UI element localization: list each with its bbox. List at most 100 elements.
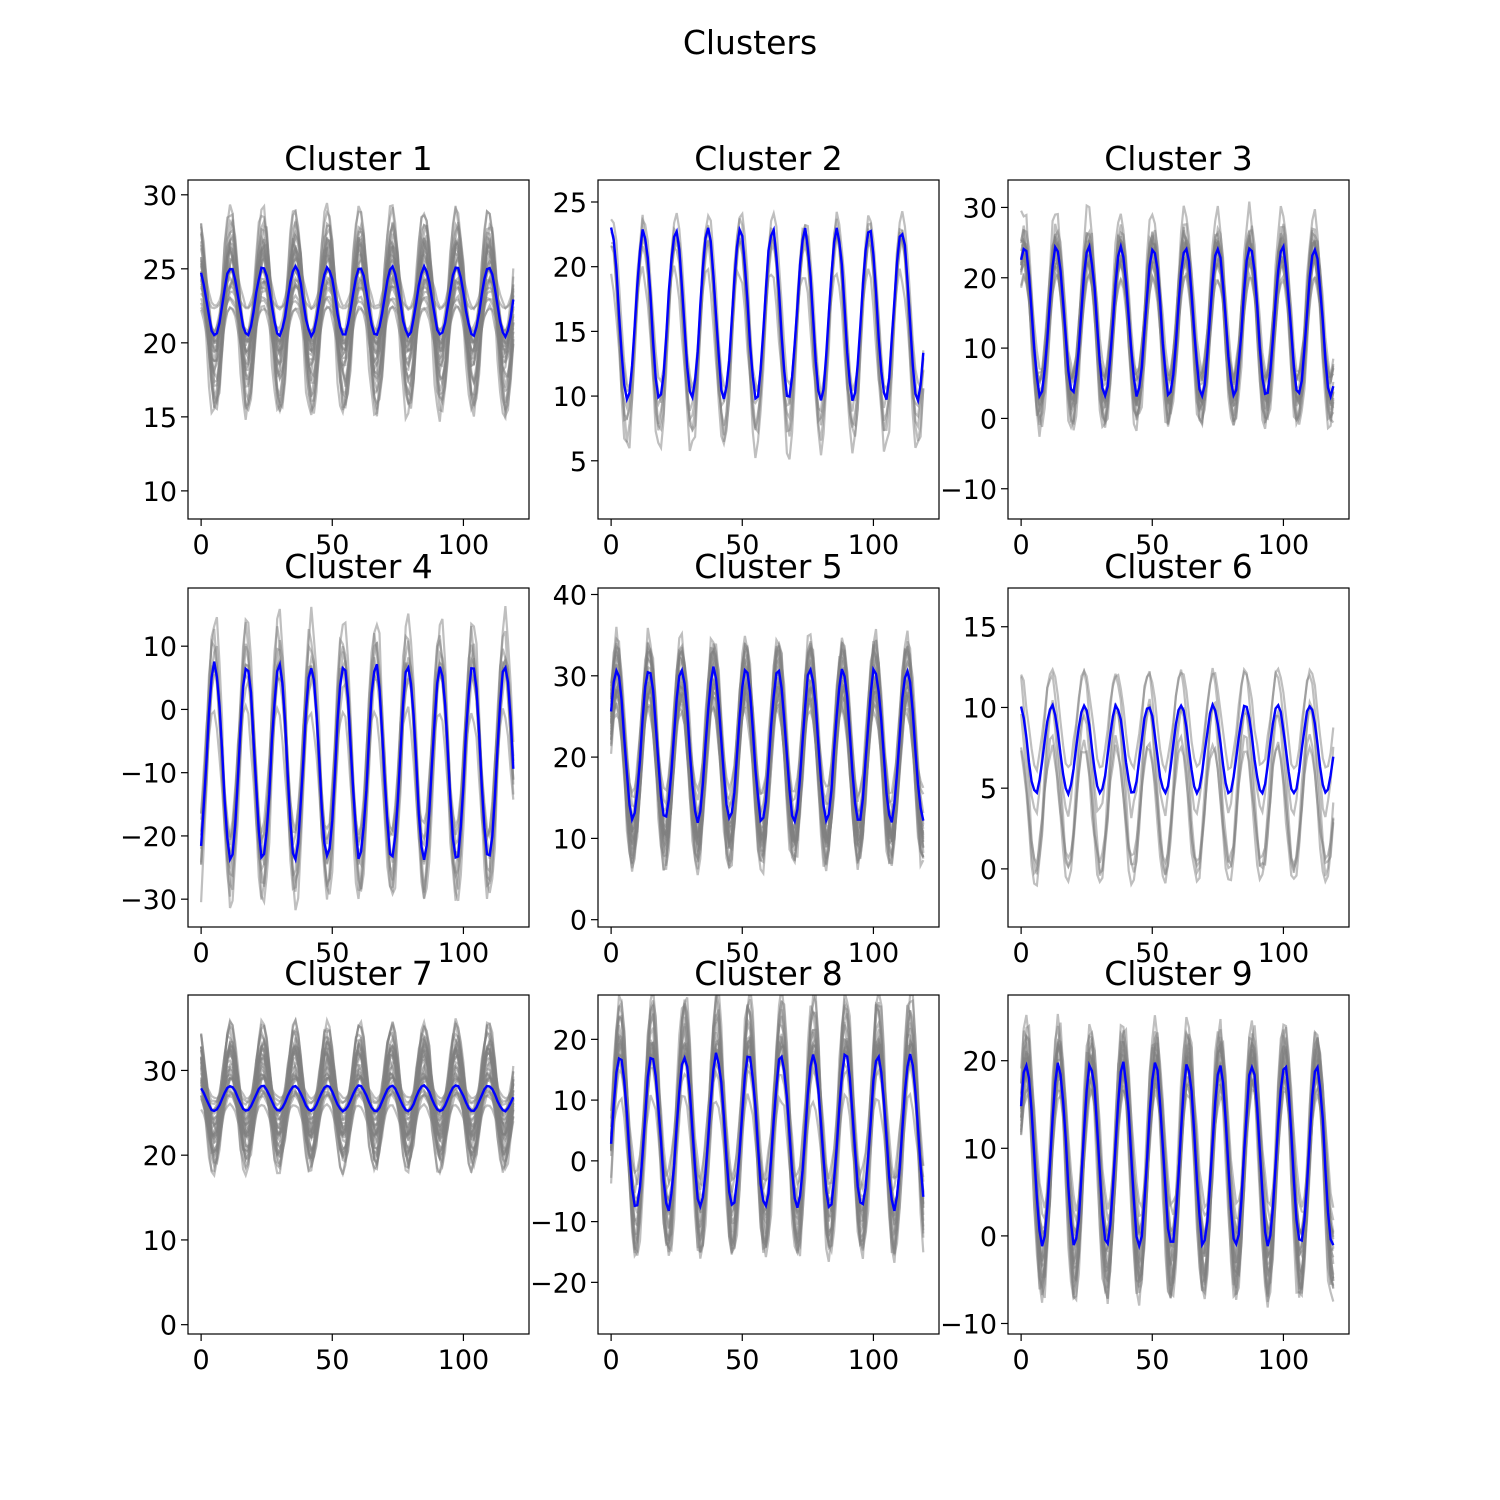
cluster-panel: Cluster 6 0 50 100 0 5 10 15 [963, 547, 1350, 969]
axes-frame [1007, 587, 1350, 928]
y-tick-label: 5 [980, 774, 997, 805]
x-tick-label: 50 [315, 1345, 349, 1376]
x-tick-label: 0 [193, 938, 210, 969]
axes-frame [187, 179, 530, 520]
cluster-mean-line [609, 1052, 925, 1212]
axes-frame [1007, 179, 1350, 520]
member-series-line [200, 293, 515, 347]
member-series-line [1020, 666, 1335, 774]
cluster-mean-line [1019, 241, 1335, 401]
plot-area [609, 626, 925, 877]
y-tick-label: 5 [570, 447, 587, 478]
y-tick-label: 0 [980, 855, 997, 886]
panel-title: Cluster 4 [284, 547, 433, 586]
x-tick-label: 50 [725, 530, 759, 561]
plot-area [609, 995, 925, 1263]
y-tick-label: 20 [143, 329, 177, 360]
plot-area [1019, 1013, 1335, 1308]
cluster-panel: Cluster 4 0 50 100 −30 −20 −10 0 10 [120, 547, 530, 969]
y-tick-label: 30 [963, 193, 997, 224]
axes-frame [1007, 994, 1350, 1335]
x-tick-label: 0 [603, 1345, 620, 1376]
cluster-mean-line [1019, 701, 1335, 798]
y-tick-label: 15 [963, 613, 997, 644]
y-tick-label: −10 [940, 1309, 997, 1340]
x-tick-label: 100 [1258, 1345, 1310, 1376]
cluster-panel: Cluster 9 0 50 100 −10 0 10 20 [940, 954, 1350, 1376]
axes-frame [187, 994, 530, 1335]
cluster-panel: Cluster 1 0 50 100 10 15 20 25 30 [143, 139, 530, 561]
y-tick-label: 10 [553, 1086, 587, 1117]
x-tick-label: 0 [193, 1345, 210, 1376]
plot-area [199, 605, 515, 911]
axes-frame [597, 179, 940, 520]
plot-area [199, 202, 515, 423]
cluster-panel: Cluster 3 0 50 100 −10 0 10 20 30 [940, 139, 1350, 561]
x-tick-label: 50 [1135, 530, 1169, 561]
x-tick-label: 100 [1258, 938, 1310, 969]
member-series-line [1020, 743, 1335, 868]
y-tick-label: 10 [553, 824, 587, 855]
y-tick-label: 10 [143, 477, 177, 508]
x-tick-label: 0 [603, 938, 620, 969]
plot-area [609, 209, 925, 460]
x-tick-label: 50 [1135, 938, 1169, 969]
y-tick-label: 10 [143, 1226, 177, 1257]
plot-area [1019, 201, 1335, 437]
y-tick-label: 40 [553, 581, 587, 612]
x-tick-label: 0 [193, 530, 210, 561]
y-tick-label: −30 [120, 885, 177, 916]
y-tick-label: 30 [553, 662, 587, 693]
y-tick-label: −10 [530, 1208, 587, 1239]
y-tick-label: 10 [963, 334, 997, 365]
cluster-panel: Cluster 7 0 50 100 0 10 20 30 [143, 954, 530, 1376]
y-tick-label: 30 [143, 1056, 177, 1087]
y-tick-label: 0 [570, 906, 587, 937]
y-tick-label: 20 [143, 1141, 177, 1172]
cluster-panel: Cluster 8 0 50 100 −20 −10 0 10 20 [530, 954, 940, 1376]
x-tick-label: 50 [315, 530, 349, 561]
x-tick-label: 50 [1135, 1345, 1169, 1376]
x-tick-label: 100 [848, 1345, 900, 1376]
x-tick-label: 50 [315, 938, 349, 969]
panel-title: Cluster 5 [694, 547, 843, 586]
cluster-mean-line [609, 665, 925, 826]
y-tick-label: −10 [120, 759, 177, 790]
x-tick-label: 100 [1258, 530, 1310, 561]
panel-title: Cluster 1 [284, 139, 433, 178]
cluster-panel: Cluster 2 0 50 100 5 10 15 20 25 [553, 139, 940, 561]
panel-title: Cluster 3 [1104, 139, 1253, 178]
x-tick-label: 0 [1013, 938, 1030, 969]
y-tick-label: 15 [143, 403, 177, 434]
y-tick-label: −20 [120, 822, 177, 853]
member-series-line [200, 1102, 515, 1138]
panel-title: Cluster 8 [694, 954, 843, 993]
panel-title: Cluster 6 [1104, 547, 1253, 586]
x-tick-label: 100 [438, 530, 490, 561]
x-tick-label: 0 [1013, 530, 1030, 561]
y-tick-label: 10 [143, 632, 177, 663]
y-tick-label: 20 [553, 1025, 587, 1056]
cluster-mean-line [199, 659, 515, 864]
axes-frame [187, 587, 530, 928]
figure-title: Clusters [683, 23, 817, 62]
y-tick-label: 20 [553, 253, 587, 284]
cluster-panel: Cluster 5 0 50 100 0 10 20 30 40 [553, 547, 940, 969]
x-tick-label: 0 [603, 530, 620, 561]
y-tick-label: 20 [963, 264, 997, 295]
panel-title: Cluster 9 [1104, 954, 1253, 993]
y-tick-label: 20 [553, 743, 587, 774]
axes-frame [597, 994, 940, 1335]
x-tick-label: 50 [725, 1345, 759, 1376]
y-tick-label: 15 [553, 317, 587, 348]
y-tick-label: 0 [160, 1311, 177, 1342]
y-tick-label: −20 [530, 1268, 587, 1299]
cluster-mean-line [200, 1083, 515, 1113]
x-tick-label: 100 [438, 938, 490, 969]
y-tick-label: 30 [143, 181, 177, 212]
x-tick-label: 50 [725, 938, 759, 969]
plot-area [1019, 666, 1335, 888]
x-tick-label: 100 [848, 530, 900, 561]
